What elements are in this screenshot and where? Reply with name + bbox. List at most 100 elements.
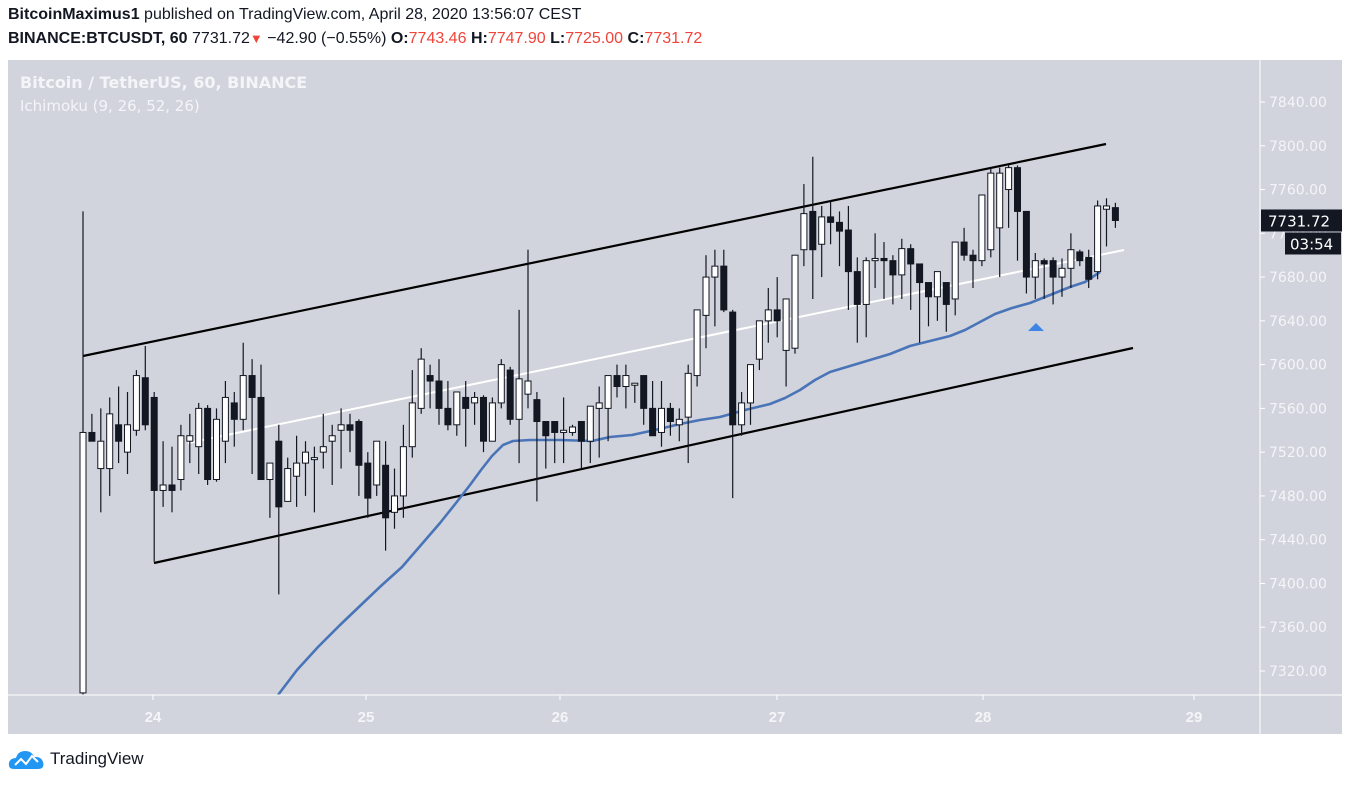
- candle-body: [800, 213, 808, 251]
- countdown-badge: [1285, 232, 1341, 255]
- candle-body: [577, 421, 585, 442]
- price-tick-label: 7440.00: [1269, 533, 1327, 549]
- candle-body: [97, 440, 105, 470]
- candle-body: [649, 407, 657, 437]
- candle-body: [1094, 205, 1102, 273]
- candle-body: [862, 260, 870, 305]
- candle-body: [221, 396, 229, 442]
- candle-body: [382, 464, 390, 519]
- candle-body: [604, 375, 612, 409]
- candle-body: [782, 298, 790, 351]
- candle-body: [729, 311, 737, 426]
- time-tick-label: 26: [552, 709, 569, 726]
- plot-area[interactable]: [79, 142, 1134, 704]
- candle-body: [168, 484, 176, 491]
- close-value: 7731.72: [644, 30, 703, 47]
- candle-body: [399, 446, 407, 497]
- price-tick-label: 7800.00: [1269, 139, 1327, 155]
- candle-body: [302, 451, 309, 464]
- candle-body: [239, 375, 247, 420]
- time-tick-label: 29: [1186, 709, 1203, 726]
- candle-body: [666, 407, 674, 423]
- price-tick-label: 7400.00: [1269, 576, 1327, 592]
- brand-name: TradingView: [50, 749, 144, 768]
- chart-legend-title: Bitcoin / TetherUS, 60, BINANCE: [20, 73, 308, 92]
- candle-body: [916, 263, 924, 284]
- candle-body: [1031, 260, 1039, 278]
- candle-body: [462, 396, 470, 409]
- price-tick-label: 7640.00: [1269, 314, 1327, 330]
- candle-body: [809, 210, 817, 251]
- candle-body: [150, 396, 158, 491]
- candle-body: [355, 421, 363, 466]
- last-price-badge: [1261, 209, 1342, 232]
- candle-body: [106, 413, 114, 470]
- price-tick-label: 7480.00: [1269, 489, 1327, 505]
- candle-body: [319, 446, 327, 453]
- candle-body: [444, 407, 452, 426]
- price-tick-label: 7680.00: [1269, 270, 1327, 286]
- candle-body: [204, 407, 212, 481]
- candle-body: [310, 457, 318, 461]
- candle-body: [658, 407, 665, 433]
- ichimoku-baseline: [276, 270, 1101, 695]
- candle-body: [889, 260, 897, 276]
- candle-body: [177, 435, 185, 481]
- upper-channel-line: [82, 142, 1107, 358]
- candle-body: [266, 462, 274, 481]
- candle-body: [515, 378, 523, 420]
- candle-body: [773, 309, 781, 322]
- candle-body: [684, 372, 692, 418]
- candle-body: [542, 421, 550, 437]
- candle-body: [622, 375, 630, 387]
- candle-body: [1058, 267, 1066, 278]
- candle-body: [925, 282, 932, 298]
- lower-channel-line: [153, 346, 1134, 565]
- price-change: −42.90 (−0.55%): [267, 30, 387, 47]
- candle-body: [230, 402, 238, 420]
- chart-area[interactable]: [8, 60, 1342, 734]
- candle-body: [880, 257, 888, 262]
- candle-body: [488, 402, 496, 442]
- candle-body: [1111, 207, 1119, 221]
- price-tick-label: 7560.00: [1269, 401, 1327, 417]
- candle-body: [747, 364, 754, 404]
- candle-body: [141, 377, 149, 426]
- open-label: O:: [390, 30, 409, 47]
- candle-body: [711, 265, 719, 278]
- low-value: 7725.00: [565, 30, 624, 47]
- candle-body: [1014, 167, 1021, 212]
- last-price-label: 7731.72: [1268, 212, 1330, 230]
- candle-body: [480, 396, 487, 442]
- candle-body: [275, 440, 283, 508]
- symbol-info: BINANCE:BTCUSDT, 60 7731.72▼ −42.90 (−0.…: [8, 30, 702, 48]
- candle-body: [79, 431, 87, 694]
- candle-body: [569, 426, 576, 433]
- candle-body: [524, 380, 532, 395]
- last-price: 7731.72: [192, 30, 250, 47]
- candle-body: [1040, 260, 1048, 265]
- candle-body: [159, 484, 167, 491]
- midline-line: [187, 249, 1125, 444]
- author-name[interactable]: BitcoinMaximus1: [8, 6, 140, 23]
- candle-body: [328, 435, 336, 442]
- candle-body: [898, 248, 906, 276]
- candle-body: [435, 380, 443, 409]
- candle-body: [213, 418, 220, 481]
- candle-body: [364, 462, 372, 499]
- candle-body: [960, 241, 968, 256]
- high-label: H:: [470, 30, 488, 47]
- candle-body: [88, 431, 96, 442]
- up-triangle-marker: [1028, 323, 1044, 331]
- candle-body: [533, 399, 541, 423]
- candle-body: [595, 402, 603, 409]
- indicator-legend[interactable]: Ichimoku (9, 26, 52, 26): [20, 97, 200, 115]
- symbol: BINANCE:BTCUSDT, 60: [8, 30, 188, 47]
- price-tick-label: 7600.00: [1269, 358, 1327, 374]
- candle-body: [497, 364, 505, 404]
- candle-body: [871, 257, 879, 262]
- candle-body: [818, 216, 826, 245]
- down-triangle-icon: ▼: [249, 31, 263, 46]
- tradingview-brand[interactable]: TradingView: [8, 748, 144, 770]
